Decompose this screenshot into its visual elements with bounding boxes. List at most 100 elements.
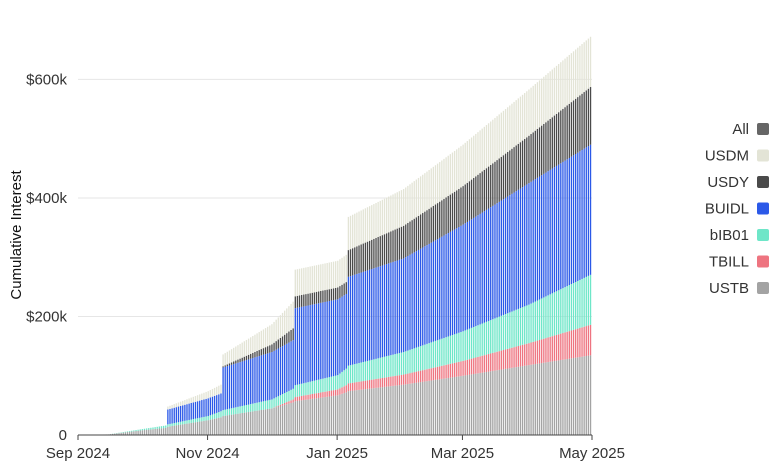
bar-segment-bib01: [294, 385, 296, 398]
bar-segment-tbill: [373, 379, 375, 389]
bar-segment-usdm: [572, 51, 575, 101]
bar-segment-ustb: [417, 382, 420, 435]
bar-segment-usdm: [449, 154, 452, 195]
bar-segment-buidl: [392, 261, 394, 355]
bar-segment-tbill: [381, 377, 384, 388]
bar-segment-bib01: [286, 391, 288, 403]
day-bar-stack: [373, 204, 375, 435]
bar-segment-ustb: [211, 419, 214, 435]
bar-segment-buidl: [541, 175, 543, 299]
bar-segment-bib01: [201, 417, 203, 422]
day-bar-stack: [411, 182, 413, 435]
bar-segment-usdy: [570, 102, 573, 157]
bar-segment-buidl: [184, 404, 186, 421]
bar-segment-ustb: [309, 399, 311, 435]
bar-segment-tbill: [309, 394, 311, 400]
bar-segment-ustb: [585, 356, 587, 435]
bar-segment-usdm: [456, 149, 458, 191]
bar-segment-ustb: [228, 415, 231, 435]
bar-segment-tbill: [490, 353, 492, 372]
bar-segment-ustb: [326, 396, 328, 435]
bar-segment-bib01: [551, 293, 553, 337]
bar-segment-ustb: [443, 378, 445, 435]
bar-segment-bib01: [131, 430, 133, 432]
bar-segment-tbill: [337, 389, 339, 396]
bar-segment-buidl: [555, 165, 558, 292]
bar-segment-bib01: [133, 430, 135, 432]
bar-segment-usdy: [468, 181, 471, 221]
bar-segment-usdy: [373, 238, 375, 269]
bar-segment-usdy: [424, 211, 426, 247]
bar-segment-ustb: [179, 424, 182, 435]
day-bar-stack: [133, 430, 135, 435]
bar-segment-ustb: [124, 432, 127, 435]
bar-segment-usdm: [428, 170, 430, 209]
bar-segment-usdm: [277, 317, 279, 340]
day-bar-stack: [128, 431, 131, 435]
bar-segment-usdm: [347, 216, 350, 251]
bar-segment-tbill: [581, 327, 583, 357]
bar-segment-buidl: [303, 306, 305, 384]
bar-segment-bib01: [441, 338, 443, 366]
bar-segment-buidl: [447, 233, 449, 337]
bar-segment-buidl: [572, 155, 575, 284]
bar-segment-bib01: [247, 404, 250, 413]
bar-segment-ustb: [239, 413, 241, 435]
bar-segment-tbill: [426, 369, 428, 382]
bar-segment-usdy: [422, 213, 424, 248]
bar-segment-tbill: [558, 334, 560, 361]
day-bar-stack: [362, 209, 364, 435]
bar-segment-bib01: [381, 357, 384, 378]
bar-segment-ustb: [536, 363, 539, 435]
bar-segment-bib01: [203, 416, 205, 421]
day-bar-stack: [466, 141, 469, 435]
bar-segment-usdm: [479, 130, 481, 174]
bar-segment-buidl: [167, 409, 169, 425]
bar-segment-ustb: [398, 385, 401, 435]
bar-segment-bib01: [434, 340, 437, 368]
bar-segment-bib01: [296, 384, 299, 397]
bar-segment-buidl: [322, 302, 324, 379]
bar-segment-bib01: [290, 389, 292, 401]
day-bar-stack: [284, 310, 286, 435]
bar-segment-buidl: [371, 268, 373, 360]
day-bar-stack: [551, 69, 553, 435]
bar-segment-usdm: [305, 267, 307, 295]
bar-segment-ustb: [307, 399, 309, 435]
bar-segment-ustb: [122, 432, 124, 435]
day-bar-stack: [511, 103, 513, 435]
bar-segment-usdy: [328, 289, 330, 302]
bar-segment-usdm: [443, 158, 445, 199]
bar-segment-usdm: [186, 399, 188, 405]
bar-segment-usdy: [347, 250, 350, 277]
day-bar-stack: [436, 163, 439, 435]
bar-segment-buidl: [275, 349, 277, 398]
bar-segment-bib01: [419, 346, 422, 371]
bar-segment-buidl: [281, 346, 284, 395]
bar-segment-bib01: [572, 283, 575, 330]
bar-segment-tbill: [543, 338, 545, 363]
bar-segment-bib01: [245, 405, 248, 413]
bar-segment-usdy: [439, 201, 441, 238]
day-bar-stack: [394, 193, 396, 435]
bar-segment-bib01: [143, 428, 146, 431]
bar-segment-ustb: [502, 369, 505, 435]
bar-segment-tbill: [288, 401, 290, 404]
bar-segment-usdm: [275, 319, 277, 342]
bar-segment-ustb: [311, 398, 313, 435]
bar-segment-ustb: [213, 418, 216, 435]
bar-segment-buidl: [515, 191, 517, 310]
bar-segment-ustb: [379, 387, 381, 435]
bar-segment-ustb: [494, 370, 496, 435]
bar-segment-ustb: [201, 421, 203, 435]
bar-segment-usdm: [526, 91, 528, 138]
bar-segment-buidl: [479, 213, 481, 325]
bar-segment-bib01: [137, 429, 139, 431]
bar-segment-ustb: [139, 430, 141, 435]
day-bar-stack: [279, 315, 282, 435]
bar-segment-ustb: [532, 364, 534, 435]
bar-segment-usdy: [526, 137, 528, 185]
bar-segment-ustb: [570, 358, 573, 435]
legend-item: USDY: [707, 174, 769, 191]
bar-segment-tbill: [436, 366, 439, 380]
